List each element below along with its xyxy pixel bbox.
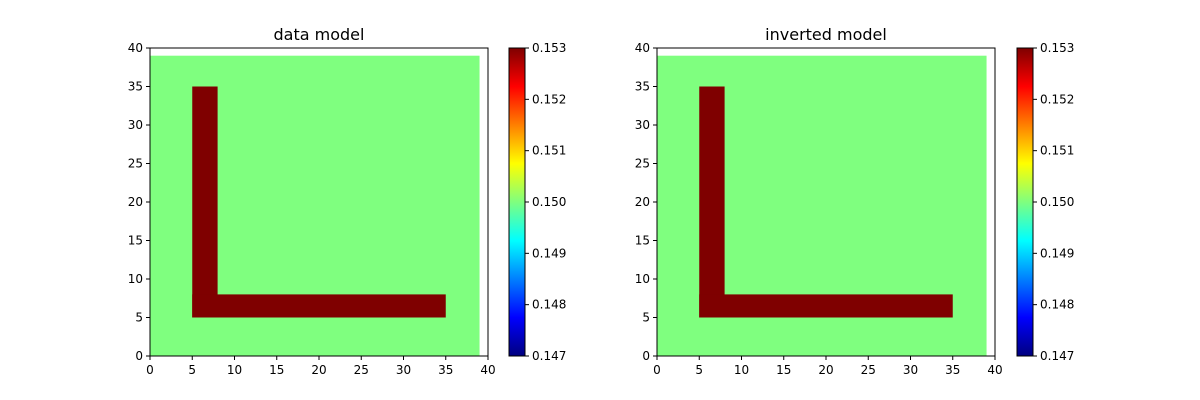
y-tick-label: 0 — [642, 349, 650, 363]
colorbar-tick-label: 0.148 — [532, 298, 566, 312]
x-tick-label: 35 — [438, 363, 453, 377]
x-tick-label: 25 — [861, 363, 876, 377]
heatmap-anomaly-cell — [699, 86, 725, 318]
y-tick-label: 35 — [635, 80, 650, 94]
colorbar — [1016, 47, 1034, 357]
x-tick-label: 20 — [818, 363, 833, 377]
y-tick-label: 10 — [635, 272, 650, 286]
x-tick-label: 10 — [227, 363, 242, 377]
x-tick-label: 30 — [396, 363, 411, 377]
heatmap-anomaly-cell — [699, 294, 953, 318]
x-tick-label: 25 — [354, 363, 369, 377]
y-tick-label: 25 — [635, 157, 650, 171]
y-tick-label: 30 — [128, 118, 143, 132]
x-tick-label: 20 — [311, 363, 326, 377]
colorbar-tick-label: 0.153 — [532, 41, 566, 55]
y-tick-label: 5 — [135, 311, 143, 325]
x-tick-label: 0 — [653, 363, 661, 377]
y-tick-label: 30 — [635, 118, 650, 132]
colorbar-tick-label: 0.148 — [1040, 298, 1074, 312]
x-tick-label: 15 — [269, 363, 284, 377]
y-tick-label: 10 — [128, 272, 143, 286]
colorbar-tick-label: 0.151 — [532, 144, 566, 158]
colorbar-tick-label: 0.151 — [1040, 144, 1074, 158]
y-tick-label: 15 — [635, 234, 650, 248]
colorbar-tick-label: 0.147 — [1040, 349, 1074, 363]
x-tick-label: 10 — [734, 363, 749, 377]
colorbar-tick-label: 0.150 — [532, 195, 566, 209]
x-tick-label: 5 — [695, 363, 703, 377]
colorbar — [508, 47, 526, 357]
x-tick-label: 5 — [188, 363, 196, 377]
y-tick-label: 20 — [128, 195, 143, 209]
y-tick-label: 20 — [635, 195, 650, 209]
y-tick-label: 40 — [635, 41, 650, 55]
colorbar-tick-label: 0.152 — [1040, 92, 1074, 106]
colorbar-tick-label: 0.147 — [532, 349, 566, 363]
x-tick-label: 30 — [903, 363, 918, 377]
y-tick-label: 40 — [128, 41, 143, 55]
x-tick-label: 40 — [480, 363, 495, 377]
chart-title: data model — [274, 25, 365, 44]
chart-title: inverted model — [765, 25, 887, 44]
x-tick-label: 0 — [146, 363, 154, 377]
colorbar-tick-label: 0.149 — [1040, 246, 1074, 260]
colorbar-tick-label: 0.152 — [532, 92, 566, 106]
x-tick-label: 40 — [987, 363, 1002, 377]
y-tick-label: 25 — [128, 157, 143, 171]
y-tick-label: 5 — [642, 311, 650, 325]
y-tick-label: 15 — [128, 234, 143, 248]
heatmap-anomaly-cell — [192, 294, 446, 318]
colorbar-tick-label: 0.150 — [1040, 195, 1074, 209]
x-tick-label: 35 — [945, 363, 960, 377]
colorbar-tick-label: 0.149 — [532, 246, 566, 260]
heatmap-anomaly-cell — [192, 86, 218, 318]
x-tick-label: 15 — [776, 363, 791, 377]
colorbar-tick-label: 0.153 — [1040, 41, 1074, 55]
y-tick-label: 35 — [128, 80, 143, 94]
inverted-model-panel: inverted model 0 5 10 15 20 25 30 35 40 0 5 10 15 20 2… — [635, 25, 1075, 377]
data-model-panel: data model 0 5 10 15 20 25 30 35 40 0 5 10 15 20 25 30 3… — [128, 25, 567, 377]
y-tick-label: 0 — [135, 349, 143, 363]
